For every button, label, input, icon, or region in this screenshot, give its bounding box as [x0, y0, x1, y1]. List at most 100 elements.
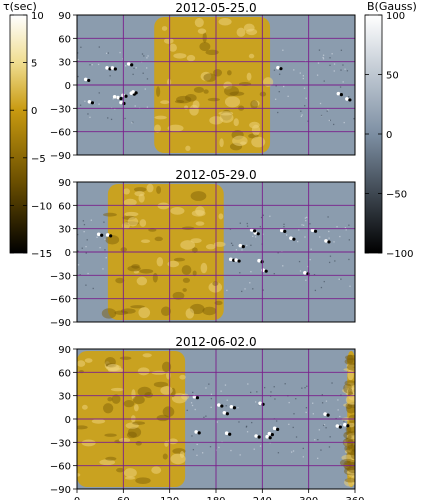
magnetic-speck — [343, 121, 345, 124]
magnetic-speck — [320, 114, 323, 117]
magnetic-speck — [92, 287, 94, 290]
tau-texture-blob — [161, 361, 172, 373]
tau-texture-blob — [77, 425, 88, 430]
tau-colorbar-tick-label: −5 — [31, 154, 46, 165]
magnetic-speck — [241, 290, 243, 293]
magnetic-dot-negative — [195, 396, 200, 400]
magnetic-speck — [323, 424, 326, 426]
magnetic-speck — [124, 117, 126, 120]
tau-texture-blob — [140, 239, 151, 243]
tau-texture-blob — [120, 308, 136, 314]
magnetic-speck — [210, 393, 213, 395]
magnetic-speck — [246, 225, 249, 227]
magnetic-speck — [333, 70, 335, 72]
y-tick-label: 30 — [58, 392, 71, 403]
magnetic-dot-positive — [257, 258, 261, 263]
tau-texture-blob — [346, 433, 355, 440]
tau-texture-blob — [167, 78, 172, 86]
tau-texture-blob — [184, 105, 189, 110]
magnetic-dot-positive — [303, 270, 307, 275]
magnetic-speck — [262, 233, 264, 235]
magnetic-speck — [306, 385, 308, 387]
magnetic-speck — [339, 235, 341, 238]
magnetic-speck — [298, 260, 301, 263]
magnetic-speck — [321, 402, 324, 404]
magnetic-dot-negative — [276, 427, 280, 431]
magnetic-speck — [146, 106, 149, 108]
magnetic-speck — [334, 260, 336, 262]
magnetic-speck — [305, 97, 307, 99]
magnetic-speck — [333, 241, 335, 243]
tau-texture-blob — [192, 100, 200, 110]
magnetic-speck — [340, 69, 342, 71]
tau-texture-blob — [105, 234, 120, 245]
magnetic-dot-positive — [345, 97, 349, 101]
magnetic-speck — [344, 68, 346, 70]
tau-texture-blob — [213, 69, 222, 77]
magnetic-speck — [282, 265, 284, 267]
magnetic-dot-positive — [110, 66, 115, 70]
magnetic-speck — [342, 81, 344, 83]
magnetic-speck — [293, 413, 295, 415]
magnetic-speck — [275, 420, 278, 422]
map-panel: 2012-05-25.0 90 60 30 0 −30 −60 −90 — [50, 1, 356, 162]
magnetic-dot-positive — [336, 91, 341, 96]
magnetic-speck — [210, 397, 213, 400]
tau-texture-blob — [81, 439, 96, 447]
magnetic-speck — [333, 123, 335, 126]
tau-texture-blob — [173, 257, 186, 262]
magnetic-speck — [201, 452, 204, 454]
tau-texture-blob — [118, 437, 131, 443]
magnetic-speck — [318, 49, 321, 51]
magnetic-speck — [283, 223, 285, 225]
tau-texture-blob — [344, 449, 351, 454]
magnetic-speck — [305, 411, 307, 414]
magnetic-dot-positive — [217, 403, 221, 407]
magnetic-speck — [337, 409, 339, 411]
magnetic-speck — [250, 271, 252, 273]
tau-texture-blob — [81, 404, 88, 410]
x-tick-label: 300 — [299, 496, 318, 500]
y-tick-label: −60 — [50, 128, 71, 139]
magnetic-dot-negative — [339, 93, 343, 97]
b-colorbar-tick-label: 0 — [386, 130, 392, 141]
magnetic-speck — [239, 454, 241, 456]
magnetic-speck — [232, 244, 234, 246]
magnetic-dot-positive — [119, 100, 123, 105]
magnetic-speck — [80, 46, 82, 48]
tau-texture-blob — [125, 422, 139, 429]
magnetic-speck — [319, 102, 322, 105]
tau-texture-blob — [208, 281, 223, 293]
tau-texture-blob — [137, 367, 150, 376]
magnetic-speck — [343, 420, 345, 422]
magnetic-speck — [107, 52, 109, 54]
magnetic-speck — [277, 452, 280, 454]
magnetic-speck — [307, 120, 309, 122]
tau-texture-blob — [345, 403, 355, 414]
magnetic-speck — [224, 384, 227, 386]
magnetic-dot-positive — [335, 424, 340, 428]
magnetic-speck — [98, 103, 100, 105]
magnetic-dot-positive — [105, 66, 109, 70]
magnetic-speck — [77, 264, 80, 266]
magnetic-dot-positive — [289, 236, 293, 240]
map-panel: 2012-05-29.0 90 60 30 0 −30 −60 −90 — [50, 168, 356, 329]
magnetic-speck — [103, 221, 105, 223]
tau-texture-blob — [347, 369, 354, 381]
magnetic-speck — [323, 80, 325, 82]
magnetic-speck — [348, 258, 350, 261]
magnetic-speck — [328, 230, 330, 233]
tau-texture-blob — [248, 53, 255, 59]
magnetic-speck — [331, 53, 333, 55]
tau-texture-blob — [195, 221, 205, 226]
magnetic-speck — [239, 222, 241, 224]
tau-texture-blob — [135, 477, 151, 484]
magnetic-dot-negative — [338, 425, 342, 429]
tau-colorbar-ticks: 10 5 0 −5 −10 −15 — [10, 11, 52, 260]
magnetic-speck — [328, 261, 331, 264]
magnetic-speck — [77, 250, 79, 252]
tau-texture-blob — [137, 386, 152, 397]
tau-texture-blob — [156, 257, 164, 267]
b-colorbar-label: B(Gauss) — [367, 0, 417, 13]
magnetic-speck — [218, 446, 220, 449]
